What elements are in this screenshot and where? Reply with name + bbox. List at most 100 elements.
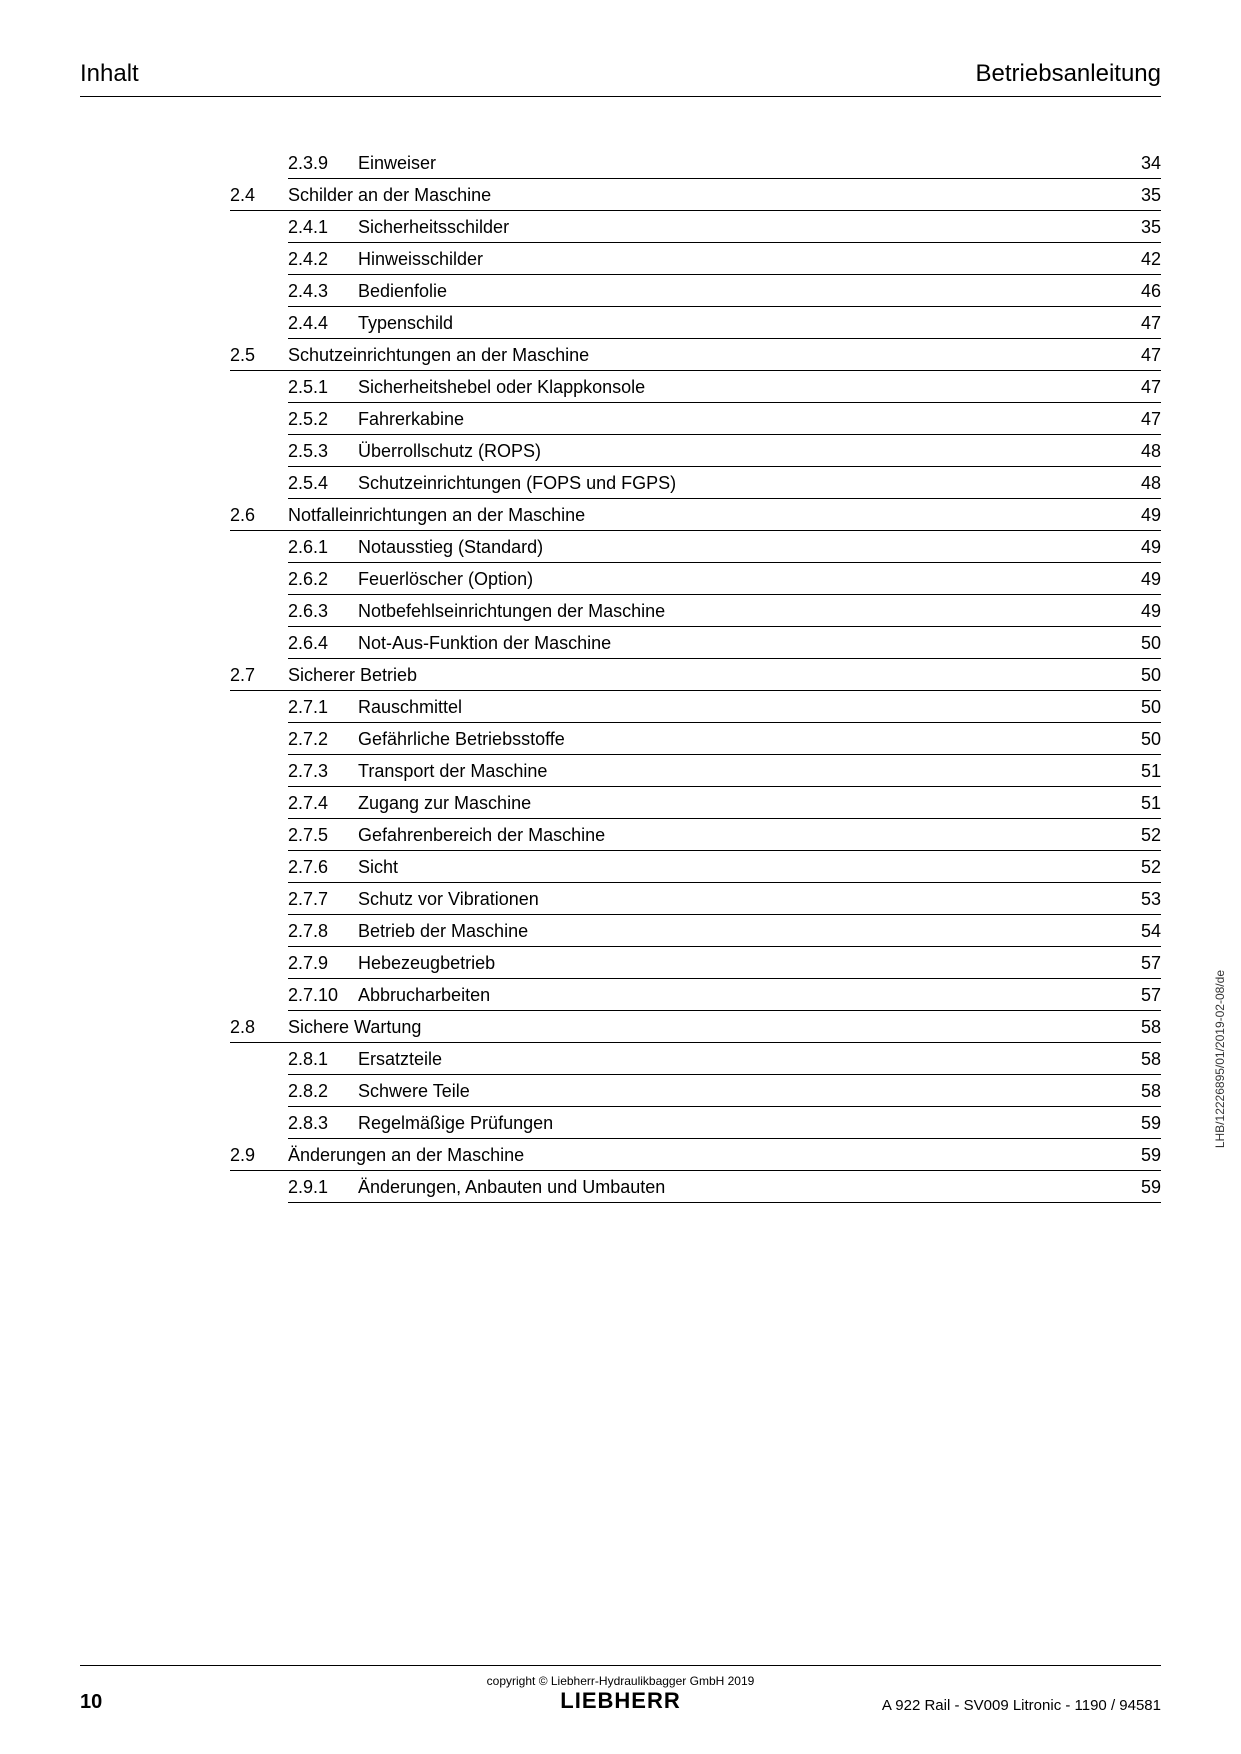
toc-page-number: 53 [1111,889,1161,910]
toc-page-number: 57 [1111,985,1161,1006]
toc-title: Not-Aus-Funktion der Maschine [358,633,1111,654]
toc-row: 2.4Schilder an der Maschine35 [230,179,1161,211]
table-of-contents: 2.3.9Einweiser342.4Schilder an der Masch… [230,147,1161,1203]
toc-title: Sicht [358,857,1111,878]
toc-row: 2.8Sichere Wartung58 [230,1011,1161,1043]
toc-title: Gefährliche Betriebsstoffe [358,729,1111,750]
page-header: Inhalt Betriebsanleitung [80,60,1161,97]
toc-page-number: 49 [1111,569,1161,590]
toc-row: 2.8.3Regelmäßige Prüfungen59 [288,1107,1161,1139]
toc-row: 2.7.3Transport der Maschine51 [288,755,1161,787]
toc-title: Betrieb der Maschine [358,921,1111,942]
page-footer: copyright © Liebherr-Hydraulikbagger Gmb… [80,1665,1161,1714]
toc-title: Notbefehlseinrichtungen der Maschine [358,601,1111,622]
toc-row: 2.9Änderungen an der Maschine59 [230,1139,1161,1171]
toc-row: 2.7.1Rauschmittel50 [288,691,1161,723]
toc-title: Sichere Wartung [288,1017,1111,1038]
toc-row: 2.5.3Überrollschutz (ROPS)48 [288,435,1161,467]
toc-row: 2.6Notfalleinrichtungen an der Maschine4… [230,499,1161,531]
toc-row: 2.5Schutzeinrichtungen an der Maschine47 [230,339,1161,371]
toc-page-number: 49 [1111,537,1161,558]
toc-sub-number: 2.4.3 [288,281,358,302]
toc-section-number: 2.6 [230,505,288,526]
header-right: Betriebsanleitung [976,60,1161,88]
toc-title: Gefahrenbereich der Maschine [358,825,1111,846]
toc-sub-number: 2.5.2 [288,409,358,430]
footer-model-info: A 922 Rail - SV009 Litronic - 1190 / 945… [882,1697,1161,1714]
toc-sub-number: 2.4.1 [288,217,358,238]
toc-sub-number: 2.6.1 [288,537,358,558]
toc-page-number: 47 [1111,345,1161,366]
toc-sub-number: 2.5.4 [288,473,358,494]
toc-page-number: 58 [1111,1017,1161,1038]
toc-title: Rauschmittel [358,697,1111,718]
toc-title: Notausstieg (Standard) [358,537,1111,558]
toc-page-number: 59 [1111,1145,1161,1166]
toc-title: Bedienfolie [358,281,1111,302]
toc-title: Hinweisschilder [358,249,1111,270]
toc-page-number: 47 [1111,409,1161,430]
toc-sub-number: 2.5.1 [288,377,358,398]
toc-row: 2.4.2Hinweisschilder42 [288,243,1161,275]
toc-page-number: 35 [1111,185,1161,206]
toc-page-number: 59 [1111,1113,1161,1134]
toc-page-number: 47 [1111,313,1161,334]
toc-title: Schilder an der Maschine [288,185,1111,206]
toc-page-number: 50 [1111,633,1161,654]
toc-row: 2.5.1Sicherheitshebel oder Klappkonsole4… [288,371,1161,403]
toc-section-number: 2.4 [230,185,288,206]
toc-sub-number: 2.7.10 [288,985,358,1006]
toc-row: 2.6.2Feuerlöscher (Option)49 [288,563,1161,595]
toc-sub-number: 2.7.4 [288,793,358,814]
toc-sub-number: 2.7.2 [288,729,358,750]
toc-page-number: 34 [1111,153,1161,174]
toc-page-number: 57 [1111,953,1161,974]
toc-page-number: 49 [1111,505,1161,526]
toc-row: 2.4.4Typenschild47 [288,307,1161,339]
toc-row: 2.7.5Gefahrenbereich der Maschine52 [288,819,1161,851]
toc-section-number: 2.9 [230,1145,288,1166]
toc-sub-number: 2.6.4 [288,633,358,654]
toc-sub-number: 2.7.6 [288,857,358,878]
toc-row: 2.8.1Ersatzteile58 [288,1043,1161,1075]
toc-page-number: 59 [1111,1177,1161,1198]
toc-title: Feuerlöscher (Option) [358,569,1111,590]
toc-sub-number: 2.7.1 [288,697,358,718]
toc-title: Schwere Teile [358,1081,1111,1102]
toc-title: Notfalleinrichtungen an der Maschine [288,505,1111,526]
toc-row: 2.9.1Änderungen, Anbauten und Umbauten59 [288,1171,1161,1203]
toc-row: 2.7Sicherer Betrieb50 [230,659,1161,691]
toc-sub-number: 2.7.8 [288,921,358,942]
toc-page-number: 46 [1111,281,1161,302]
side-document-code: LHB/12226895/01/2019-02-08/de [1213,970,1227,1148]
toc-row: 2.7.6Sicht52 [288,851,1161,883]
toc-row: 2.7.4Zugang zur Maschine51 [288,787,1161,819]
toc-page-number: 50 [1111,697,1161,718]
toc-sub-number: 2.8.3 [288,1113,358,1134]
toc-sub-number: 2.7.5 [288,825,358,846]
toc-page-number: 51 [1111,793,1161,814]
toc-row: 2.5.4Schutzeinrichtungen (FOPS und FGPS)… [288,467,1161,499]
toc-title: Sicherheitshebel oder Klappkonsole [358,377,1111,398]
toc-row: 2.7.10Abbrucharbeiten57 [288,979,1161,1011]
toc-sub-number: 2.8.2 [288,1081,358,1102]
toc-title: Schutz vor Vibrationen [358,889,1111,910]
toc-sub-number: 2.4.4 [288,313,358,334]
toc-section-number: 2.8 [230,1017,288,1038]
toc-title: Typenschild [358,313,1111,334]
toc-page-number: 58 [1111,1081,1161,1102]
toc-page-number: 49 [1111,601,1161,622]
toc-row: 2.6.3Notbefehlseinrichtungen der Maschin… [288,595,1161,627]
toc-sub-number: 2.8.1 [288,1049,358,1070]
toc-sub-number: 2.7.3 [288,761,358,782]
toc-row: 2.4.1Sicherheitsschilder35 [288,211,1161,243]
toc-sub-number: 2.9.1 [288,1177,358,1198]
toc-sub-number: 2.4.2 [288,249,358,270]
toc-section-number: 2.7 [230,665,288,686]
toc-sub-number: 2.7.7 [288,889,358,910]
toc-title: Transport der Maschine [358,761,1111,782]
toc-sub-number: 2.3.9 [288,153,358,174]
toc-page-number: 52 [1111,857,1161,878]
toc-sub-number: 2.6.3 [288,601,358,622]
toc-page-number: 50 [1111,729,1161,750]
